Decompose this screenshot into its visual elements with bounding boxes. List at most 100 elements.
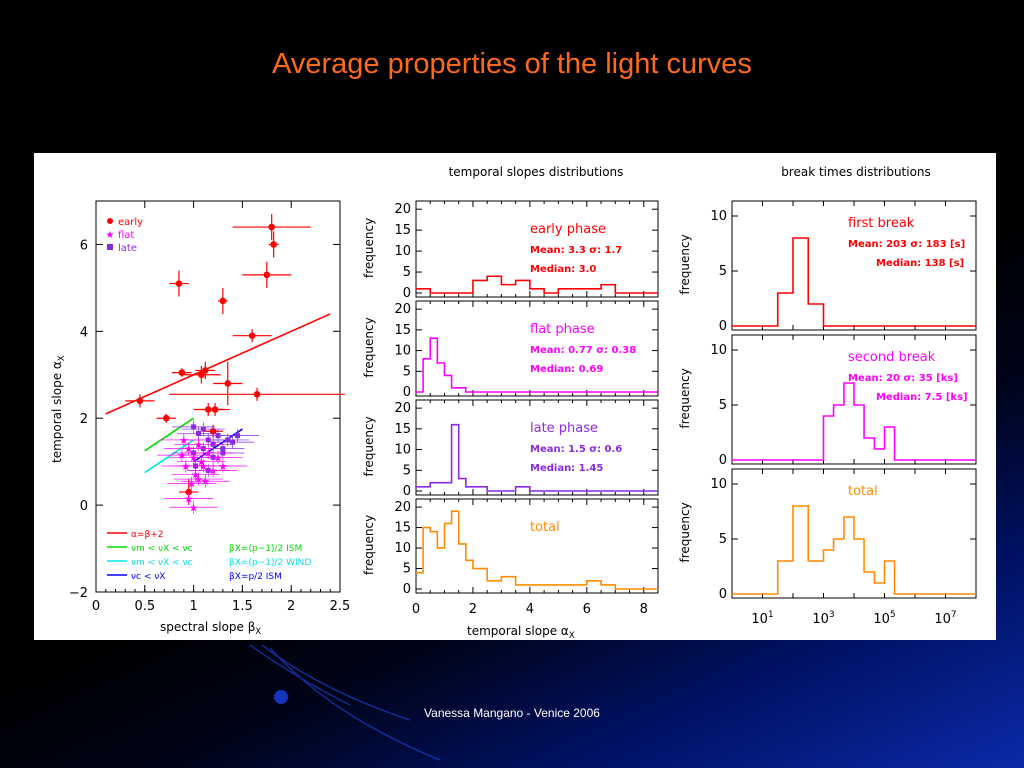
- point-flat: ★: [194, 473, 204, 486]
- legend-label-flat: flat: [118, 230, 134, 241]
- legend-line-label: νm < νX < νc: [131, 558, 193, 568]
- y-tick-label: 10: [710, 477, 727, 492]
- panel-stat: Mean: 203 σ: 183 [s]: [848, 239, 965, 250]
- panel-stat: Mean: 1.5 σ: 0.6: [530, 444, 622, 455]
- panel-stat: Mean: 0.77 σ: 0.38: [530, 345, 636, 356]
- point-early: [136, 397, 144, 405]
- y-tick-label: 4: [80, 325, 88, 340]
- point-late: [200, 426, 206, 432]
- point-late: [191, 424, 197, 430]
- scatter-chart: 0 0.5 1 1.5 2 2.5 −2 0 2 4 6 spectral slope βX tempo…: [50, 200, 351, 636]
- legend-label-late: late: [118, 243, 137, 254]
- histogram-step: [732, 237, 976, 327]
- x-tick-label: 0: [92, 599, 100, 614]
- slide-title: Average properties of the light curves: [272, 48, 752, 80]
- footer-text: Vanessa Mangano - Venice 2006: [424, 706, 600, 720]
- legend-marker: [107, 244, 113, 250]
- legend-line-label: α=β+2: [131, 530, 163, 540]
- y-tick-label: 0: [403, 484, 411, 499]
- y-tick-label: 6: [80, 238, 88, 253]
- histogram-step: [416, 423, 658, 492]
- y-tick-label: 0: [403, 582, 411, 597]
- panel-stat: Median: 138 [s]: [876, 258, 964, 269]
- x-tick-label: 8: [640, 602, 648, 617]
- y-tick-label: 0: [719, 319, 727, 334]
- panel-stat: Mean: 3.3 σ: 1.7: [530, 245, 622, 256]
- point-early: [253, 391, 261, 398]
- x-axis-label: temporal slope αX: [467, 624, 575, 640]
- point-flat: ★: [179, 434, 189, 447]
- legend-line-label2: βX=(p−1)/2 WIND: [229, 558, 311, 568]
- legend-line-label2: βX=p/2 ISM: [229, 572, 282, 582]
- point-early: [211, 406, 219, 413]
- y-tick-label: 5: [403, 364, 411, 379]
- histogram-step: [416, 510, 658, 590]
- decor-swoosh: [249, 644, 441, 761]
- x-tick-label: 0.5: [134, 599, 155, 614]
- y-tick-label: 20: [394, 302, 411, 317]
- model-line: [105, 313, 331, 415]
- y-tick-label: 10: [394, 443, 411, 458]
- y-tick-label: 5: [719, 264, 727, 279]
- x-tick-label: 2: [469, 602, 477, 617]
- y-tick-label: 10: [710, 209, 727, 224]
- point-late: [230, 439, 236, 445]
- x-tick-label: 2.5: [330, 599, 351, 614]
- y-tick-label: 10: [394, 244, 411, 259]
- point-flat: ★: [191, 469, 201, 482]
- panel-stat: Median: 1.45: [530, 463, 603, 474]
- histogram-step: [416, 337, 658, 393]
- point-flat: ★: [213, 451, 223, 464]
- y-tick-label: 5: [719, 398, 727, 413]
- x-tick-label: 105: [873, 610, 895, 627]
- x-tick-label: 6: [583, 602, 591, 617]
- y-tick-label: 10: [394, 344, 411, 359]
- point-flat: ★: [196, 456, 206, 469]
- panel-label: total: [530, 520, 560, 535]
- x-tick-label: 1.5: [232, 599, 253, 614]
- model-line: [144, 417, 195, 452]
- y-axis-label: frequency: [362, 218, 376, 278]
- y-tick-label: 5: [403, 265, 411, 280]
- group-title: break times distributions: [781, 165, 931, 179]
- x-tick-label: 107: [934, 610, 957, 627]
- y-tick-label: 20: [394, 500, 411, 515]
- hist-panel: 0 5 10 15 20 late phase Mean: 1.5 σ: 0.6 Median…: [362, 399, 659, 499]
- point-early: [219, 297, 227, 305]
- x-tick-label: 101: [751, 610, 773, 627]
- hist-panel: 0 5 10 15 20 early phase Mean: 3.3 σ: 1.7 Media…: [362, 200, 659, 301]
- y-tick-label: 2: [80, 412, 88, 427]
- panel-label: early phase: [530, 222, 606, 237]
- y-axis-label: frequency: [362, 515, 376, 575]
- break-times-hist: break times distributions 0 5 10 first break…: [678, 165, 977, 656]
- legend-marker: ★: [106, 230, 115, 241]
- y-tick-label: 0: [403, 385, 411, 400]
- temporal-slopes-hist: temporal slopes distributions05101520ear…: [362, 165, 659, 640]
- point-early: [224, 380, 232, 387]
- y-tick-label: 20: [394, 202, 411, 217]
- x-tick-label: 103: [812, 610, 835, 627]
- point-flat: ★: [187, 477, 197, 490]
- y-axis-label: frequency: [362, 416, 376, 476]
- point-flat: ★: [184, 493, 194, 506]
- point-late: [235, 433, 241, 439]
- point-early: [162, 414, 170, 422]
- legend-line-label: νc < νX: [131, 572, 165, 582]
- point-early: [202, 367, 209, 374]
- y-tick-label: 15: [394, 323, 411, 338]
- panel-stat: Median: 7.5 [ks]: [876, 392, 968, 403]
- figure-svg: 0 0.5 1 1.5 2 2.5 −2 0 2 4 6 spectral slope βX tempo…: [50, 165, 977, 656]
- y-axis-label: frequency: [678, 502, 692, 562]
- point-flat: ★: [189, 451, 199, 464]
- y-tick-label: 0: [403, 286, 411, 301]
- panel-label: flat phase: [530, 322, 595, 337]
- legend-label-early: early: [118, 217, 143, 228]
- y-tick-label: 15: [394, 223, 411, 238]
- histogram-step: [732, 382, 976, 461]
- y-tick-label: 15: [394, 422, 411, 437]
- panel-frame: [415, 200, 659, 298]
- panel-label: first break: [848, 216, 915, 231]
- y-tick-label: 5: [403, 463, 411, 478]
- scatter-frame: [95, 200, 341, 593]
